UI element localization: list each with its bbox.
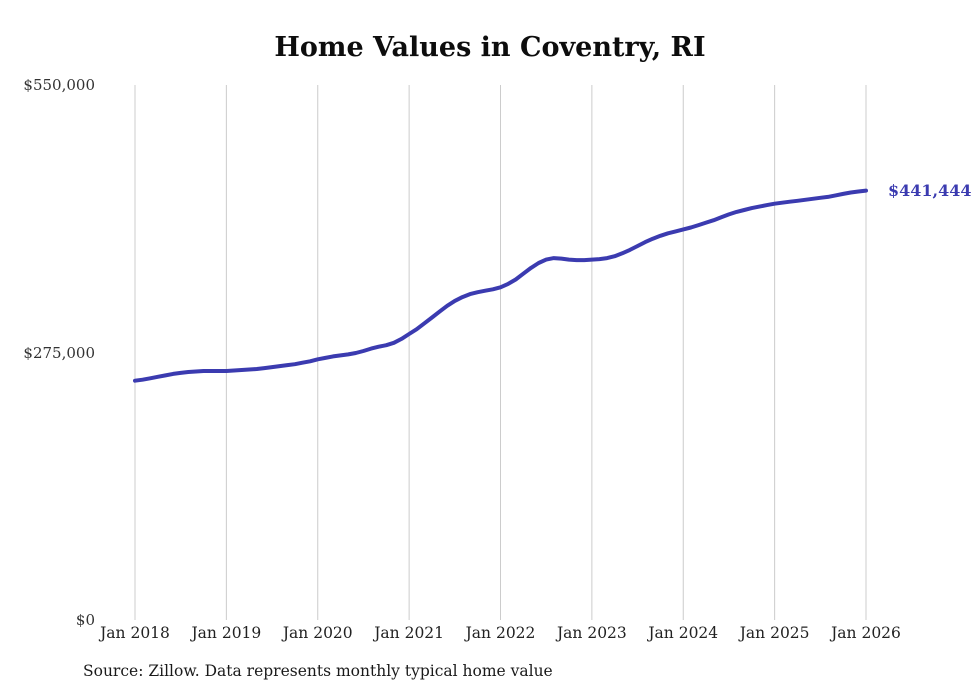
home-value-line bbox=[133, 188, 868, 383]
y-axis-tick-label: $275,000 bbox=[23, 343, 95, 362]
end-value-label: $441,444 bbox=[888, 180, 972, 200]
y-axis-tick-label: $0 bbox=[75, 611, 95, 629]
x-axis-tick-label: Jan 2024 bbox=[648, 624, 719, 642]
chart-title: Home Values in Coventry, RI bbox=[274, 32, 706, 63]
gridlines bbox=[134, 85, 867, 620]
x-axis-tick-label: Jan 2020 bbox=[282, 624, 353, 642]
x-axis-tick-label: Jan 2023 bbox=[556, 624, 627, 642]
source-note: Source: Zillow. Data represents monthly … bbox=[83, 662, 553, 680]
x-axis-tick-label: Jan 2018 bbox=[100, 624, 170, 642]
x-axis-tick-label: Jan 2021 bbox=[374, 624, 445, 642]
x-axis-tick-label: Jan 2026 bbox=[831, 624, 901, 642]
x-axis-tick-label: Jan 2019 bbox=[191, 624, 262, 642]
y-axis-tick-label: $550,000 bbox=[23, 76, 95, 94]
x-axis-tick-label: Jan 2025 bbox=[739, 624, 810, 642]
x-axis-tick-label: Jan 2022 bbox=[465, 624, 536, 642]
